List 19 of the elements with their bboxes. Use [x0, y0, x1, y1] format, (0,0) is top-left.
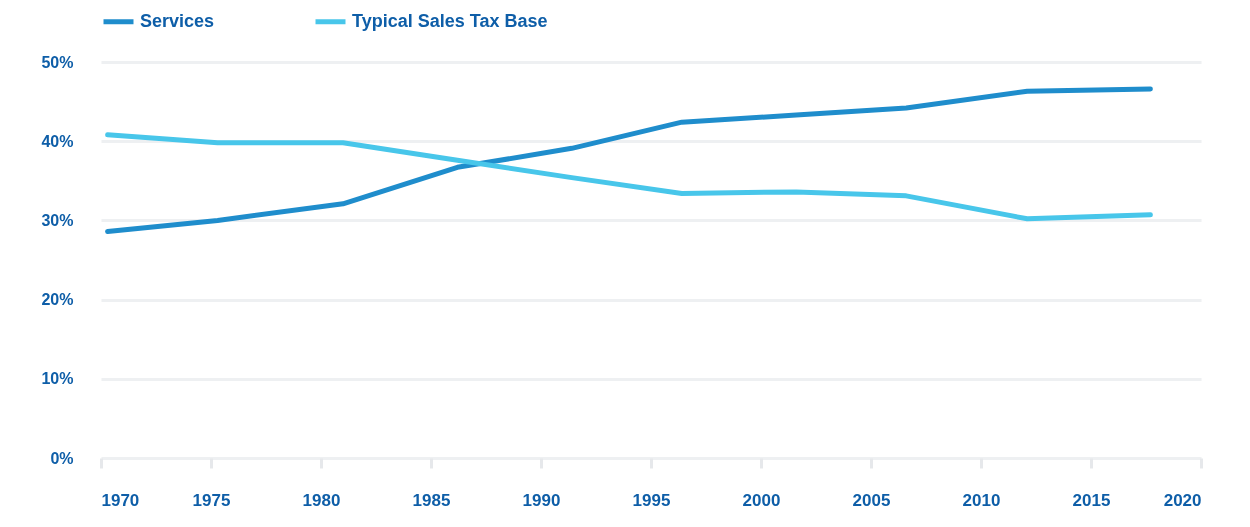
y-tick-label: 50% — [41, 53, 74, 71]
legend-label: Typical Sales Tax Base — [352, 10, 548, 31]
x-tick-label: 1995 — [632, 490, 671, 510]
y-tick-label: 30% — [41, 211, 74, 229]
y-tick-label: 40% — [41, 132, 74, 150]
x-tick-label: 1980 — [302, 490, 341, 510]
x-tick-label: 2020 — [1163, 490, 1202, 510]
x-tick-label: 1975 — [192, 490, 231, 510]
x-tick-label: 1985 — [412, 490, 451, 510]
x-tick-label: 2005 — [852, 490, 891, 510]
y-tick-label: 20% — [41, 291, 74, 309]
x-tick-label: 1970 — [101, 490, 140, 510]
y-tick-label: 0% — [50, 449, 74, 467]
x-tick-label: 2000 — [742, 490, 781, 510]
legend-label: Services — [140, 10, 215, 31]
x-tick-label: 2010 — [962, 490, 1001, 510]
y-tick-label: 10% — [41, 370, 74, 388]
x-tick-label: 1990 — [522, 490, 561, 510]
x-tick-label: 2015 — [1072, 490, 1111, 510]
